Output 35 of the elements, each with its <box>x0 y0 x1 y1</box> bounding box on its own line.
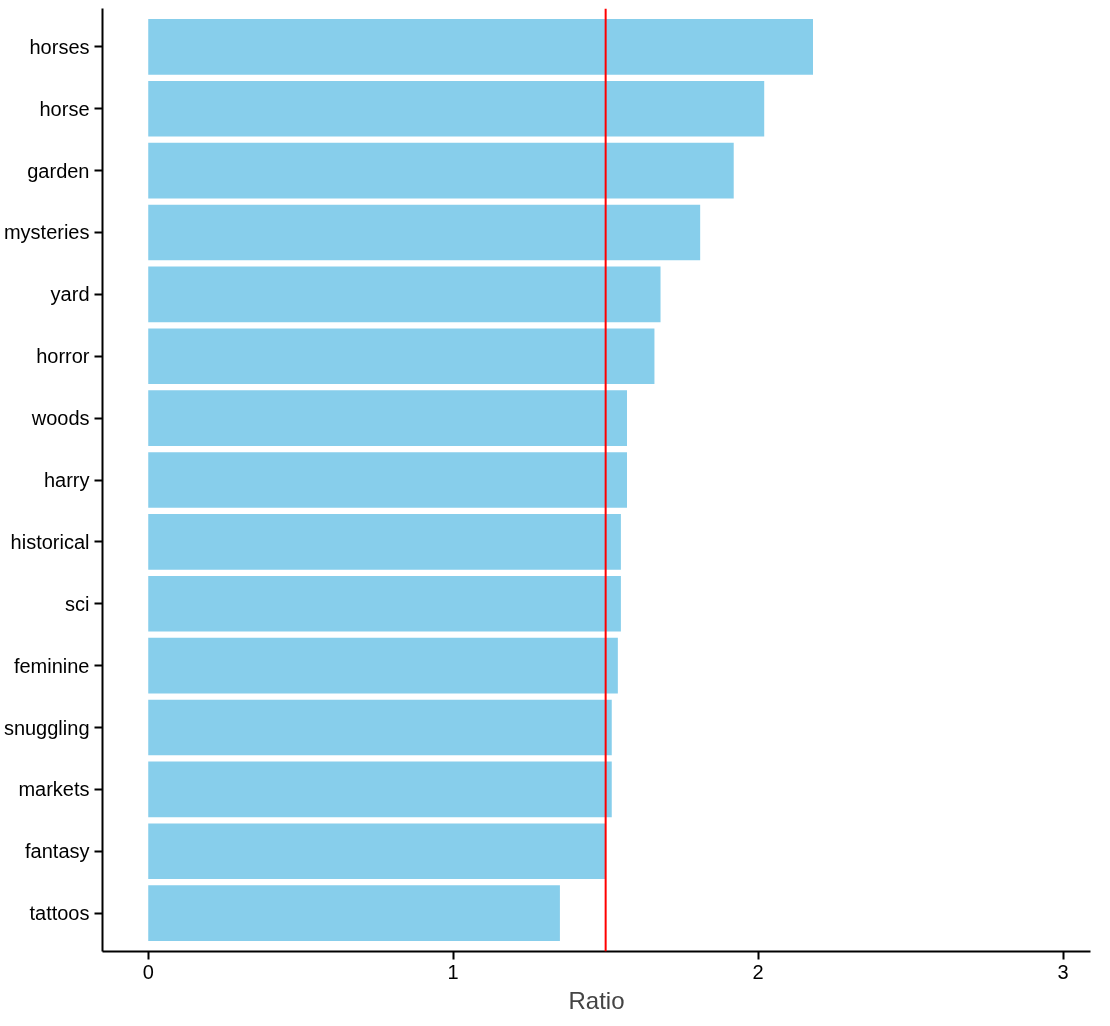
bar <box>148 761 612 818</box>
bar <box>148 19 814 75</box>
bar <box>148 637 618 694</box>
x-tick-label: 0 <box>142 960 154 983</box>
x-axis-title: Ratio <box>568 986 625 1014</box>
y-tick-label: garden <box>27 159 90 182</box>
bar <box>148 514 621 570</box>
y-tick-label: snuggling <box>3 716 90 739</box>
x-tick-label: 1 <box>447 960 459 983</box>
bar <box>148 142 734 199</box>
bar <box>148 328 655 385</box>
y-tick-label: markets <box>18 778 90 801</box>
bar <box>148 699 612 756</box>
bar <box>148 452 627 508</box>
y-tick-label: harry <box>43 469 90 491</box>
y-tick-label: fantasy <box>25 840 90 863</box>
y-tick-label: tattoos <box>29 902 90 925</box>
bar <box>148 575 621 632</box>
y-tick-label: horses <box>29 35 90 58</box>
y-tick-label: historical <box>10 530 90 553</box>
y-tick-label: feminine <box>13 654 90 677</box>
x-tick-label: 3 <box>1057 960 1069 983</box>
y-tick-label: yard <box>50 283 90 306</box>
bar <box>148 80 765 137</box>
bar <box>148 266 661 323</box>
y-tick-label: horror <box>36 345 90 368</box>
y-tick-label: horse <box>39 97 90 120</box>
y-tick-label: sci <box>65 592 90 615</box>
bar <box>148 204 701 261</box>
y-tick-label: mysteries <box>3 221 90 244</box>
bar <box>148 390 627 446</box>
bar <box>148 885 560 941</box>
y-tick-label: woods <box>30 407 90 430</box>
x-tick-label: 2 <box>752 960 764 983</box>
bar <box>148 823 606 880</box>
